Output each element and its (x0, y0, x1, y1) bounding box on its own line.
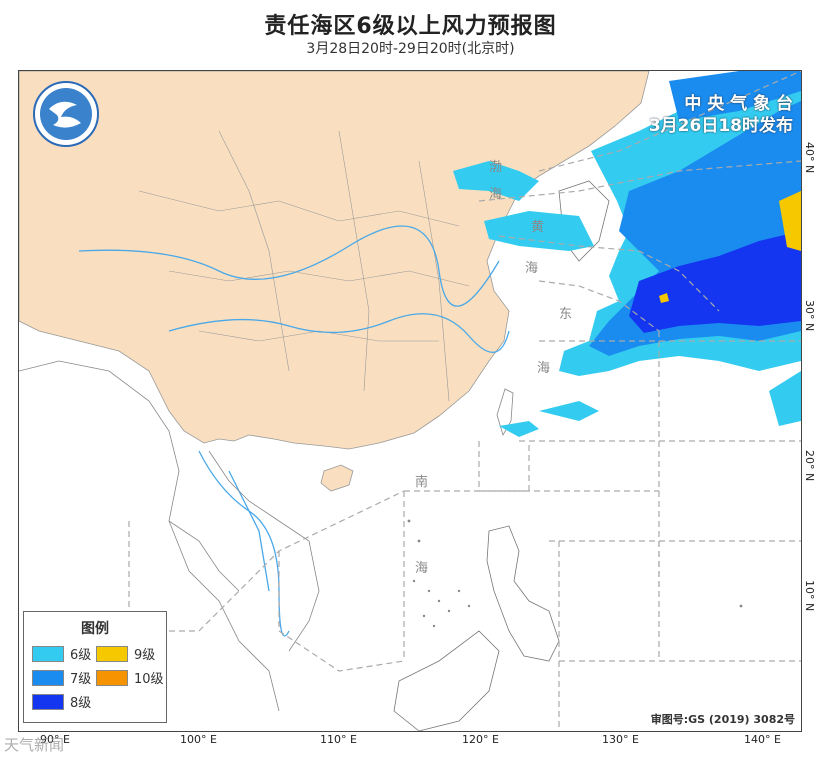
sea-label-huang-2: 海 (525, 261, 539, 276)
legend-swatch-10 (96, 669, 128, 686)
logo-icon (33, 81, 99, 147)
lon-label-140: 140° E (744, 733, 781, 746)
map-canvas (19, 71, 801, 731)
legend-item-9: 9级 (96, 644, 155, 663)
legend-label-10: 10级 (134, 672, 164, 687)
page-subtitle: 3月28日20时-29日20时(北京时) (306, 41, 515, 57)
forecast-map: 中 央 气 象 台 3月26日18时发布 渤 海 黄 海 东 海 南 海 图例 … (18, 70, 802, 732)
watermark-text: 天气新闻 (4, 736, 65, 754)
country-borders (19, 360, 320, 712)
legend-swatch-7 (32, 669, 64, 686)
lon-label-120: 120° E (462, 733, 499, 746)
map-legend: 图例 6级 7级 8级 9级 10级 (23, 611, 167, 723)
legend-label-8: 8级 (70, 696, 92, 711)
legend-title: 图例 (81, 621, 109, 637)
hainan-island (320, 464, 354, 492)
lat-label-40: 40° N (803, 142, 816, 174)
china-land (19, 71, 650, 450)
wind-level-9-areas (659, 191, 801, 303)
legend-item-6: 6级 (32, 644, 91, 663)
sea-label-bo: 渤 (489, 160, 503, 175)
map-approval-number: 审图号:GS (2019) 3082号 (650, 713, 795, 726)
lat-label-30: 30° N (803, 300, 816, 332)
legend-swatch-8 (32, 693, 64, 710)
lat-label-20: 20° N (803, 450, 816, 482)
legend-label-6: 6级 (70, 648, 92, 663)
agency-name: 中 央 气 象 台 (684, 94, 793, 114)
lon-label-90: 90° E (40, 733, 70, 746)
sea-zone-lines (128, 71, 801, 731)
islands (407, 519, 743, 628)
sea-label-nan: 南 (415, 475, 429, 490)
sea-label-nan-2: 海 (415, 561, 429, 576)
legend-item-7: 7级 (32, 668, 91, 687)
sea-label-dong: 东 (559, 307, 573, 322)
legend-item-8: 8级 (32, 692, 91, 711)
borneo (393, 630, 500, 731)
sea-label-huang: 黄 (531, 220, 545, 235)
legend-item-10: 10级 (96, 668, 164, 687)
issue-time: 3月26日18时发布 (648, 116, 793, 136)
lat-label-10: 10° N (803, 580, 816, 612)
wind-level-8-areas (629, 231, 801, 333)
province-borders (138, 130, 470, 402)
sea-label-bo-2: 海 (489, 187, 503, 202)
lon-label-130: 130° E (602, 733, 639, 746)
legend-label-7: 7级 (70, 672, 92, 687)
legend-swatch-6 (32, 645, 64, 662)
legend-swatch-9 (96, 645, 128, 662)
page-title: 责任海区6级以上风力预报图 (264, 14, 557, 39)
lon-label-110: 110° E (320, 733, 357, 746)
legend-label-9: 9级 (134, 648, 156, 663)
sea-label-dong-2: 海 (537, 361, 551, 376)
cma-logo (31, 79, 101, 149)
rivers (78, 225, 510, 637)
agency-block: 中 央 气 象 台 3月26日18时发布 (649, 93, 793, 137)
lon-label-100: 100° E (180, 733, 217, 746)
philippines (486, 525, 560, 662)
